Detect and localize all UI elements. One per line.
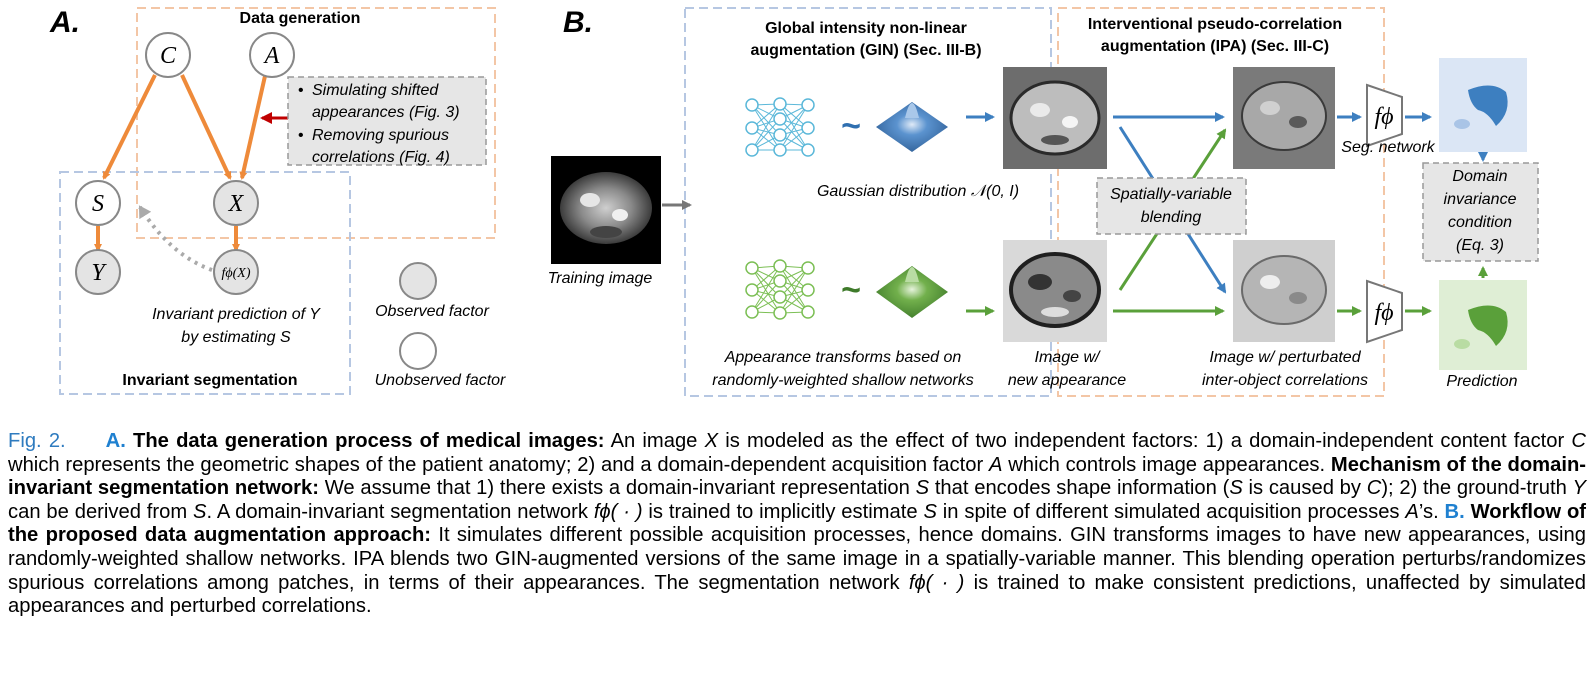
panel-a-label: A. bbox=[49, 6, 80, 39]
svg-text:Y: Y bbox=[91, 260, 107, 286]
ipa-image-bottom bbox=[1233, 240, 1335, 342]
svg-text:randomly-weighted shallow netw: randomly-weighted shallow networks bbox=[712, 372, 973, 389]
svg-text:Domain: Domain bbox=[1452, 168, 1507, 185]
svg-text:Removing spurious: Removing spurious bbox=[312, 127, 449, 144]
panel-b-label: B. bbox=[563, 6, 593, 39]
image-perturbed-label: Image w/ perturbated inter-object correl… bbox=[1202, 349, 1368, 389]
svg-text:Interventional pseudo-correlat: Interventional pseudo-correlation bbox=[1088, 16, 1342, 33]
domain-invariance-box bbox=[1422, 162, 1539, 262]
svg-text:A: A bbox=[263, 43, 280, 69]
svg-text:Image w/ perturbated: Image w/ perturbated bbox=[1209, 349, 1361, 366]
gaussian-blue-icon bbox=[876, 102, 948, 152]
node-s: S bbox=[75, 180, 121, 226]
caption-b-marker: B. bbox=[1444, 500, 1465, 523]
seg-network-label: Seg. network bbox=[1341, 139, 1435, 156]
blending-box bbox=[1096, 177, 1247, 235]
svg-text:•: • bbox=[298, 127, 304, 144]
svg-text:Invariant prediction of Y: Invariant prediction of Y bbox=[152, 306, 321, 323]
svg-text:•: • bbox=[298, 82, 304, 99]
edge-f-to-s-dotted bbox=[138, 205, 213, 272]
svg-text:condition: condition bbox=[1448, 214, 1512, 231]
figure-caption: Fig. 2. A. The data generation process of… bbox=[8, 430, 1587, 618]
caption-mechanism-title: Mechanism of the domain-invariant segmen… bbox=[8, 453, 1586, 500]
figure-2-diagram: A. Data generation Invariant segmentatio… bbox=[49, 6, 1539, 397]
invariant-prediction-label: Invariant prediction of Y by estimating … bbox=[152, 306, 321, 346]
svg-text:augmentation (IPA) (Sec. III-C: augmentation (IPA) (Sec. III-C) bbox=[1101, 38, 1329, 55]
tilde-green: ~ bbox=[841, 271, 861, 309]
svg-text:fϕ: fϕ bbox=[1374, 104, 1393, 130]
ipa-box bbox=[1057, 7, 1385, 397]
svg-text:appearances (Fig. 3): appearances (Fig. 3) bbox=[312, 104, 460, 121]
caption-a-title: The data generation process of medical i… bbox=[133, 430, 605, 452]
gin-image-bottom bbox=[1003, 240, 1107, 342]
blending-label: Spatially-variable blending bbox=[1110, 186, 1232, 226]
ipa-image-top bbox=[1233, 67, 1335, 169]
svg-text:invariance: invariance bbox=[1444, 191, 1517, 208]
svg-text:fϕ: fϕ bbox=[1374, 300, 1393, 326]
node-f-phi-x: fϕ(X) bbox=[213, 249, 259, 295]
caption-a-marker: A. bbox=[105, 430, 126, 452]
svg-text:correlations (Fig. 4): correlations (Fig. 4) bbox=[312, 149, 450, 166]
svg-text:new appearance: new appearance bbox=[1008, 372, 1126, 389]
edge-a-to-x bbox=[239, 75, 267, 180]
svg-text:Simulating shifted: Simulating shifted bbox=[312, 82, 439, 99]
gin-image-top bbox=[1003, 67, 1107, 169]
image-new-appearance-label: Image w/ new appearance bbox=[1008, 349, 1126, 389]
data-generation-title: Data generation bbox=[240, 10, 361, 27]
invariant-segmentation-title: Invariant segmentation bbox=[122, 372, 297, 389]
prediction-bottom bbox=[1439, 280, 1527, 370]
training-image-label: Training image bbox=[548, 270, 653, 287]
svg-text:by estimating S: by estimating S bbox=[181, 329, 291, 346]
gaussian-label: Gaussian distribution 𝒩(0, I) bbox=[817, 183, 1019, 200]
gaussian-green-icon bbox=[876, 266, 948, 318]
domain-invariance-label: Domain invariance condition (Eq. 3) bbox=[1444, 168, 1517, 254]
f-phi-top-icon: fϕ bbox=[1366, 83, 1403, 148]
prediction-label: Prediction bbox=[1446, 373, 1517, 390]
edge-c-to-x bbox=[180, 74, 232, 180]
svg-text:Global intensity non-linear: Global intensity non-linear bbox=[765, 20, 967, 37]
green-network-icon bbox=[745, 259, 815, 320]
gin-box bbox=[684, 7, 1052, 397]
note-list: • Simulating shifted appearances (Fig. 3… bbox=[298, 82, 460, 166]
tilde-blue: ~ bbox=[841, 107, 861, 145]
blue-network-icon bbox=[745, 97, 815, 157]
node-y: Y bbox=[75, 249, 121, 295]
svg-text:Appearance transforms based on: Appearance transforms based on bbox=[724, 349, 962, 366]
svg-text:Image w/: Image w/ bbox=[1035, 349, 1101, 366]
svg-text:Spatially-variable: Spatially-variable bbox=[1110, 186, 1232, 203]
edge-c-to-s bbox=[102, 74, 157, 180]
svg-text:inter-object correlations: inter-object correlations bbox=[1202, 372, 1368, 389]
legend-observed-label: Observed factor bbox=[375, 303, 490, 320]
svg-text:C: C bbox=[160, 43, 177, 69]
legend-observed-circle bbox=[399, 262, 437, 300]
legend-unobserved-label: Unobserved factor bbox=[375, 372, 506, 389]
ipa-title: Interventional pseudo-correlation augmen… bbox=[1088, 16, 1342, 55]
svg-text:X: X bbox=[228, 191, 245, 217]
svg-text:fϕ(X): fϕ(X) bbox=[221, 266, 250, 281]
node-c: C bbox=[145, 32, 191, 78]
svg-text:(Eq. 3): (Eq. 3) bbox=[1456, 237, 1504, 254]
svg-text:blending: blending bbox=[1141, 209, 1202, 226]
appearance-transforms-label: Appearance transforms based on randomly-… bbox=[712, 349, 973, 389]
svg-text:S: S bbox=[92, 191, 104, 217]
prediction-top bbox=[1439, 58, 1527, 152]
caption-figure-number: Fig. 2. bbox=[8, 430, 66, 452]
note-box bbox=[287, 76, 487, 166]
legend-unobserved-circle bbox=[399, 332, 437, 370]
training-image bbox=[551, 156, 661, 264]
node-x: X bbox=[213, 180, 259, 226]
svg-text:augmentation (GIN) (Sec. III-B: augmentation (GIN) (Sec. III-B) bbox=[750, 42, 981, 59]
invariant-segmentation-box bbox=[59, 171, 351, 395]
caption-b-title: Workflow of the proposed data augmentati… bbox=[8, 500, 1586, 547]
node-a: A bbox=[249, 32, 295, 78]
gin-title: Global intensity non-linear augmentation… bbox=[750, 20, 981, 59]
f-phi-bottom-icon: fϕ bbox=[1366, 279, 1403, 344]
